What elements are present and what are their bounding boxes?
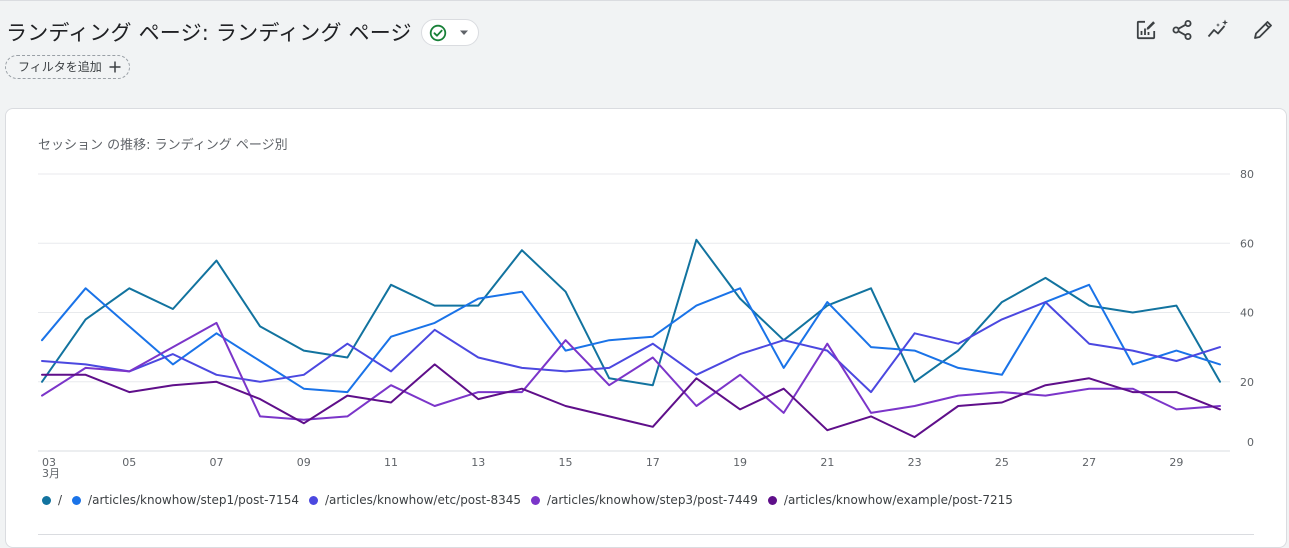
- legend-item[interactable]: /articles/knowhow/etc/post-8345: [308, 493, 521, 507]
- add-filter-button[interactable]: フィルタを追加: [5, 55, 130, 79]
- edit-report-icon[interactable]: [1134, 18, 1158, 42]
- y-tick-label: 20: [1240, 376, 1254, 389]
- chevron-down-icon: [460, 30, 468, 35]
- top-divider: [0, 0, 1289, 1]
- plus-icon: [109, 61, 121, 73]
- x-tick-label: 09: [297, 456, 311, 469]
- series-line-0[interactable]: [41, 238, 1221, 387]
- y-tick-label: 0: [1247, 436, 1254, 449]
- status-chip[interactable]: [421, 19, 479, 46]
- x-tick-label: 03: [42, 456, 56, 469]
- check-circle-icon: [429, 24, 447, 42]
- x-tick-label: 29: [1169, 456, 1183, 469]
- legend-dot-icon: [72, 495, 82, 505]
- x-tick-label: 25: [995, 456, 1009, 469]
- y-tick-label: 40: [1240, 307, 1254, 320]
- page-title: ランディング ページ: ランディング ページ: [6, 21, 412, 45]
- legend-dot-icon: [767, 495, 777, 505]
- x-tick-label: 13: [471, 456, 485, 469]
- chart-legend: / /articles/knowhow/step1/post-7154/artic…: [42, 493, 1023, 509]
- legend-label: /articles/knowhow/step1/post-7154: [88, 493, 299, 507]
- x-tick-label: 05: [122, 456, 136, 469]
- add-filter-label: フィルタを追加: [18, 60, 102, 74]
- legend-dot-icon: [530, 495, 540, 505]
- legend-label: /articles/knowhow/step3/post-7449: [546, 493, 758, 507]
- x-tick-label: 17: [646, 456, 660, 469]
- legend-label: /articles/knowhow/example/post-7215: [783, 493, 1013, 507]
- x-tick-label: 07: [210, 456, 224, 469]
- x-tick-label: 19: [733, 456, 747, 469]
- share-icon[interactable]: [1170, 18, 1194, 42]
- card-divider: [38, 534, 1254, 535]
- report-header: ランディング ページ: ランディング ページ フィルタを追加: [0, 0, 1289, 100]
- series-line-2[interactable]: [41, 301, 1221, 394]
- legend-item[interactable]: /: [42, 493, 62, 507]
- legend-item[interactable]: /articles/knowhow/step1/post-7154: [72, 493, 299, 507]
- legend-dot-icon: [42, 495, 51, 505]
- x-month-label: 3月: [42, 467, 60, 480]
- legend-label: /: [58, 493, 63, 507]
- x-tick-label: 11: [384, 456, 398, 469]
- y-tick-label: 60: [1240, 237, 1254, 250]
- series-line-3[interactable]: [41, 321, 1221, 421]
- x-tick-label: 15: [559, 456, 573, 469]
- legend-item[interactable]: /articles/knowhow/example/post-7215: [767, 493, 1013, 507]
- legend-dot-icon: [308, 495, 318, 505]
- insights-icon[interactable]: [1206, 18, 1230, 42]
- series-line-4[interactable]: [41, 363, 1221, 439]
- x-tick-label: 23: [908, 456, 922, 469]
- x-tick-label: 21: [820, 456, 834, 469]
- legend-item[interactable]: /articles/knowhow/step3/post-7449: [530, 493, 758, 507]
- x-tick-label: 27: [1082, 456, 1096, 469]
- line-chart: 0 20 40 60 80 03 05 07 09 11 13 15 17 19 21 23 25 27 29 3月: [38, 168, 1254, 480]
- pencil-icon[interactable]: [1251, 18, 1275, 42]
- legend-label: /articles/knowhow/etc/post-8345: [324, 493, 521, 507]
- series-line-1[interactable]: [41, 283, 1221, 394]
- y-tick-label: 80: [1240, 168, 1254, 181]
- chart-title: セッション の推移: ランディング ページ別: [38, 138, 288, 153]
